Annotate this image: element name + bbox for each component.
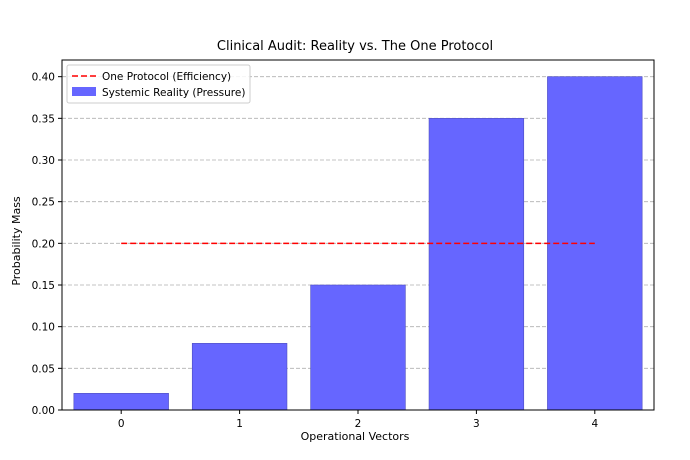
x-axis-label: Operational Vectors xyxy=(301,430,410,443)
y-tick-label: 0.30 xyxy=(32,155,55,167)
legend-box xyxy=(66,64,251,104)
y-tick-label: 0.15 xyxy=(32,280,55,292)
x-tick-label: 4 xyxy=(591,418,598,430)
bar xyxy=(310,284,406,411)
y-tick-label: 0.00 xyxy=(32,405,55,417)
x-tick-label: 2 xyxy=(355,418,362,430)
bar xyxy=(428,118,525,411)
y-tick-label: 0.10 xyxy=(32,322,55,334)
legend-label: One Protocol (Efficiency) xyxy=(102,71,231,83)
x-tick-label: 1 xyxy=(236,418,243,430)
y-tick-label: 0.05 xyxy=(32,363,55,375)
y-axis-ticks: 0.00 0.05 0.10 0.15 0.20 0.25 0.30 0.35 0.40 xyxy=(32,72,62,417)
bar-series xyxy=(73,76,643,411)
y-tick-label: 0.40 xyxy=(32,72,55,84)
legend: One Protocol (Efficiency) Systemic Realit… xyxy=(66,64,251,104)
bar xyxy=(191,343,288,411)
x-tick-label: 3 xyxy=(473,418,480,430)
legend-label: Systemic Reality (Pressure) xyxy=(102,87,245,99)
y-tick-label: 0.35 xyxy=(32,113,55,125)
legend-bar-swatch xyxy=(72,87,96,96)
x-axis-ticks: 0 1 2 3 4 xyxy=(118,410,598,430)
bar xyxy=(547,76,643,411)
y-tick-label: 0.20 xyxy=(32,238,55,250)
chart-title: Clinical Audit: Reality vs. The One Prot… xyxy=(217,39,493,54)
y-tick-label: 0.25 xyxy=(32,197,55,209)
bar xyxy=(73,393,169,411)
y-axis-label: Probability Mass xyxy=(10,196,23,286)
x-tick-label: 0 xyxy=(118,418,125,430)
